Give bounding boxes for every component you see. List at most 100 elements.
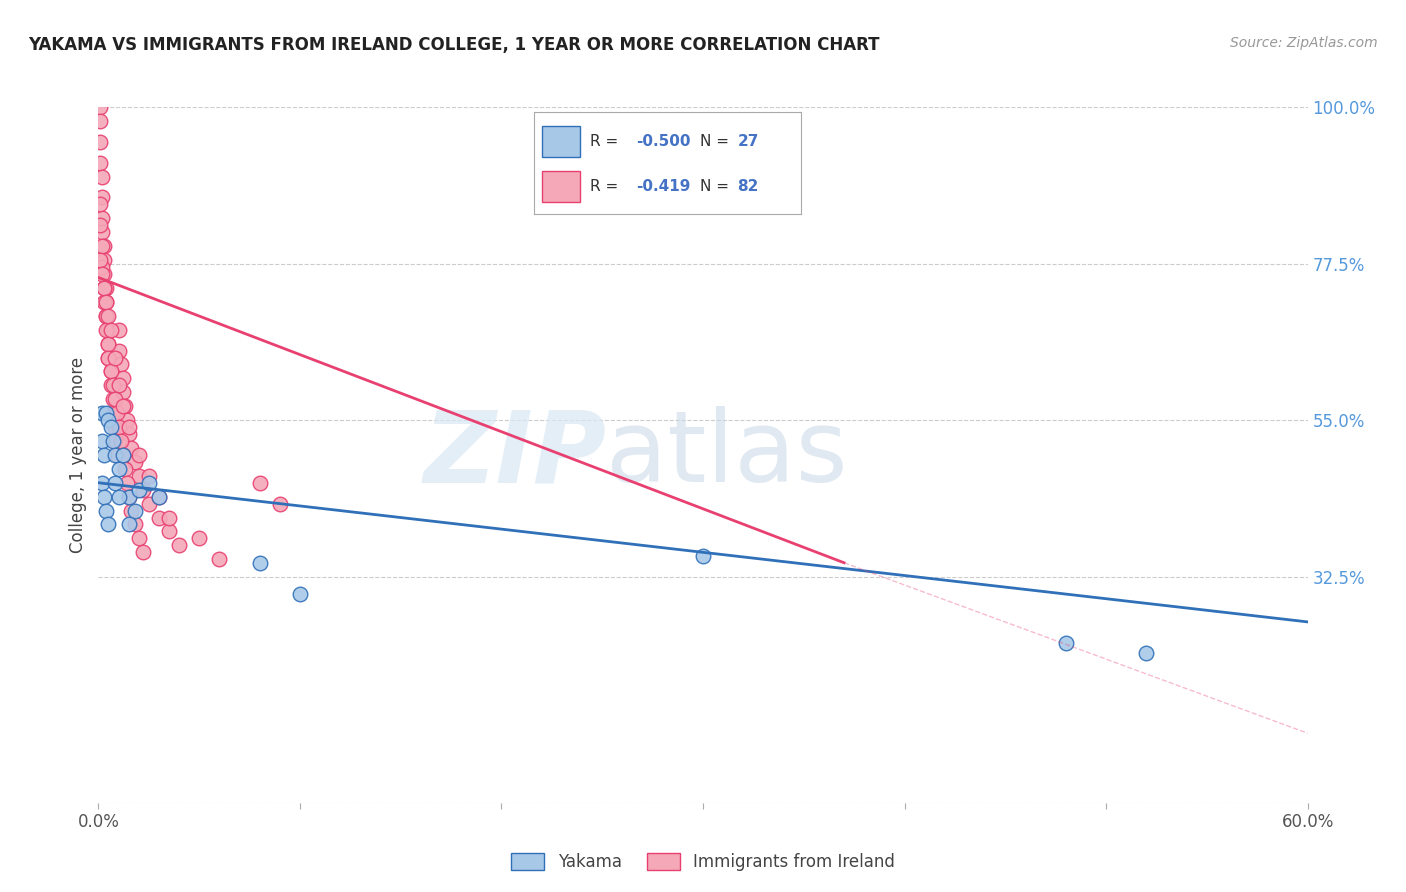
Text: Source: ZipAtlas.com: Source: ZipAtlas.com <box>1230 36 1378 50</box>
Point <box>96 294 118 309</box>
Point <box>91 239 114 253</box>
Point <box>107 490 129 504</box>
Point <box>118 490 141 504</box>
Text: atlas: atlas <box>606 407 848 503</box>
Point <box>97 351 120 365</box>
Point <box>114 399 136 413</box>
Point <box>167 538 190 552</box>
Text: R =: R = <box>591 179 628 194</box>
Point <box>89 135 111 149</box>
Point <box>97 351 120 365</box>
Point <box>138 497 160 511</box>
Point <box>118 427 141 442</box>
Y-axis label: College, 1 year or more: College, 1 year or more <box>69 357 87 553</box>
Point <box>132 545 155 559</box>
Point <box>120 503 142 517</box>
Point <box>111 385 134 400</box>
Point <box>132 483 155 497</box>
Point <box>96 281 118 295</box>
Point <box>93 267 115 281</box>
Point <box>97 309 120 323</box>
Point <box>249 556 271 570</box>
Text: N =: N = <box>700 179 734 194</box>
Point <box>128 448 150 462</box>
Point <box>124 455 146 469</box>
FancyBboxPatch shape <box>543 126 579 157</box>
Point <box>138 475 160 490</box>
Point <box>128 483 150 497</box>
Point <box>89 114 111 128</box>
Point <box>100 323 122 337</box>
Point <box>100 378 122 392</box>
Point <box>89 219 111 233</box>
Point <box>97 336 120 351</box>
Text: ZIP: ZIP <box>423 407 606 503</box>
Point <box>107 378 129 392</box>
Point <box>148 490 170 504</box>
Point <box>93 490 115 504</box>
Point <box>148 510 170 524</box>
Point <box>96 323 118 337</box>
Point <box>103 351 125 365</box>
Point <box>91 406 114 420</box>
Point <box>93 448 115 462</box>
Text: -0.419: -0.419 <box>636 179 690 194</box>
Point <box>115 413 138 427</box>
Point <box>89 253 111 268</box>
Point <box>100 364 122 378</box>
Point <box>96 309 118 323</box>
Point <box>110 358 132 372</box>
Point <box>107 420 129 434</box>
Point <box>103 434 125 448</box>
Point <box>105 406 128 420</box>
Point <box>96 503 118 517</box>
Point <box>188 532 211 546</box>
Point <box>107 323 129 337</box>
Point <box>97 336 120 351</box>
Point <box>157 510 180 524</box>
Point <box>249 475 271 490</box>
Point <box>107 343 129 358</box>
Point <box>103 420 125 434</box>
Point <box>89 197 111 211</box>
Point <box>1054 636 1077 650</box>
Point <box>692 549 714 563</box>
Legend: Yakama, Immigrants from Ireland: Yakama, Immigrants from Ireland <box>505 847 901 878</box>
Point <box>103 475 125 490</box>
Point <box>269 497 291 511</box>
Point <box>101 434 124 448</box>
Point <box>97 413 120 427</box>
Point <box>128 468 150 483</box>
Point <box>118 517 141 532</box>
Point <box>93 253 115 268</box>
Point <box>101 378 124 392</box>
Point <box>114 462 136 476</box>
Point <box>91 169 114 184</box>
Point <box>124 517 146 532</box>
Point <box>157 524 180 539</box>
Point <box>91 267 114 281</box>
Point <box>138 468 160 483</box>
Point <box>91 475 114 490</box>
Text: YAKAMA VS IMMIGRANTS FROM IRELAND COLLEGE, 1 YEAR OR MORE CORRELATION CHART: YAKAMA VS IMMIGRANTS FROM IRELAND COLLEG… <box>28 36 880 54</box>
Point <box>96 294 118 309</box>
Point <box>91 190 114 204</box>
Point <box>111 448 134 462</box>
Point <box>124 503 146 517</box>
Point <box>118 490 141 504</box>
Point <box>100 420 122 434</box>
Point <box>91 225 114 239</box>
Text: N =: N = <box>700 134 734 149</box>
Point <box>89 100 111 114</box>
FancyBboxPatch shape <box>543 171 579 202</box>
Point <box>111 448 134 462</box>
Point <box>115 475 138 490</box>
Text: 82: 82 <box>737 179 759 194</box>
Point <box>93 281 115 295</box>
Point <box>93 294 115 309</box>
Point <box>128 532 150 546</box>
Point <box>148 490 170 504</box>
Point <box>91 211 114 226</box>
Point <box>111 371 134 385</box>
Point <box>107 462 129 476</box>
